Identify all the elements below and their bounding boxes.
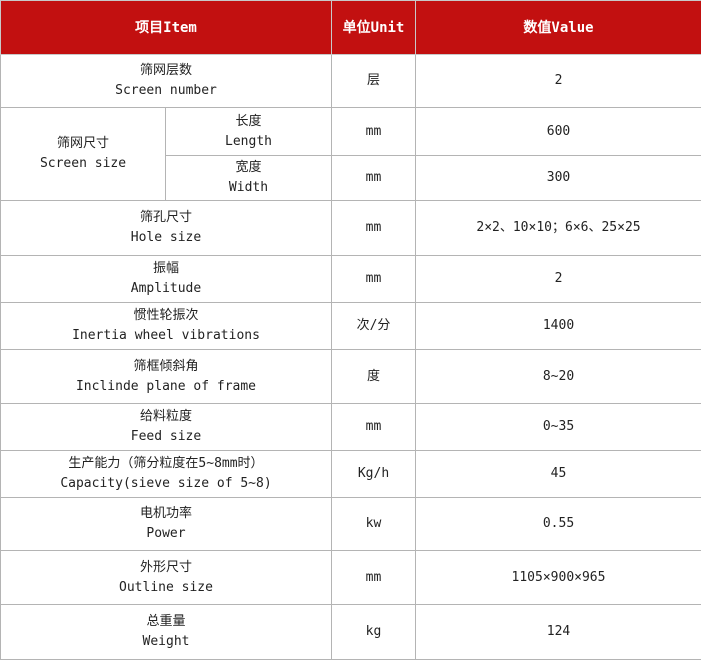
- item-en: Hole size: [1, 228, 331, 248]
- unit-cell: kw: [332, 498, 416, 551]
- unit-cell: 次/分: [332, 303, 416, 350]
- value-cell: 2: [416, 256, 701, 303]
- item-zh: 外形尺寸: [1, 558, 331, 578]
- item-cell: 生产能力（筛分粒度在5~8mm时）Capacity(sieve size of …: [1, 451, 332, 498]
- value-cell: 45: [416, 451, 701, 498]
- value-cell: 1400: [416, 303, 701, 350]
- value-cell: 2: [416, 55, 701, 108]
- header-value: 数值Value: [416, 1, 701, 55]
- unit-cell: mm: [332, 156, 416, 201]
- item-en: Weight: [1, 632, 331, 652]
- unit-cell: mm: [332, 404, 416, 451]
- item-en: Amplitude: [1, 279, 331, 299]
- item-zh: 振幅: [1, 259, 331, 279]
- item-zh: 长度: [166, 112, 331, 132]
- item-zh: 筛框倾斜角: [1, 357, 331, 377]
- value-cell: 300: [416, 156, 701, 201]
- unit-cell: Kg/h: [332, 451, 416, 498]
- item-zh: 筛网层数: [1, 61, 331, 81]
- item-zh: 筛网尺寸: [1, 134, 165, 154]
- item-en: Power: [1, 524, 331, 544]
- value-cell: 2×2、10×10；6×6、25×25: [416, 201, 701, 256]
- item-en: Inclinde plane of frame: [1, 377, 331, 397]
- value-cell: 124: [416, 605, 701, 660]
- item-en: Inertia wheel vibrations: [1, 326, 331, 346]
- unit-cell: 层: [332, 55, 416, 108]
- value-cell: 0.55: [416, 498, 701, 551]
- unit-cell: mm: [332, 256, 416, 303]
- item-zh: 筛孔尺寸: [1, 208, 331, 228]
- header-unit: 单位Unit: [332, 1, 416, 55]
- unit-cell: mm: [332, 551, 416, 605]
- unit-cell: mm: [332, 108, 416, 156]
- value-cell: 1105×900×965: [416, 551, 701, 605]
- item-en: Feed size: [1, 427, 331, 447]
- item-en: Screen size: [1, 154, 165, 174]
- unit-cell: kg: [332, 605, 416, 660]
- item-en: Outline size: [1, 578, 331, 598]
- unit-cell: 度: [332, 350, 416, 404]
- table-row: 生产能力（筛分粒度在5~8mm时）Capacity(sieve size of …: [1, 451, 701, 498]
- item-en: Length: [166, 132, 331, 152]
- item-zh: 生产能力（筛分粒度在5~8mm时）: [1, 454, 331, 474]
- value-cell: 8~20: [416, 350, 701, 404]
- item-en: Screen number: [1, 81, 331, 101]
- value-cell: 600: [416, 108, 701, 156]
- header-item: 项目Item: [1, 1, 332, 55]
- item-en: Capacity(sieve size of 5~8): [1, 474, 331, 494]
- item-zh: 电机功率: [1, 504, 331, 524]
- unit-cell: mm: [332, 201, 416, 256]
- item-zh: 惯性轮振次: [1, 306, 331, 326]
- header-row: 项目Item 单位Unit 数值Value: [1, 1, 701, 55]
- value-cell: 0~35: [416, 404, 701, 451]
- item-en: Width: [166, 178, 331, 198]
- item-zh: 总重量: [1, 612, 331, 632]
- item-zh: 宽度: [166, 158, 331, 178]
- item-zh: 给料粒度: [1, 407, 331, 427]
